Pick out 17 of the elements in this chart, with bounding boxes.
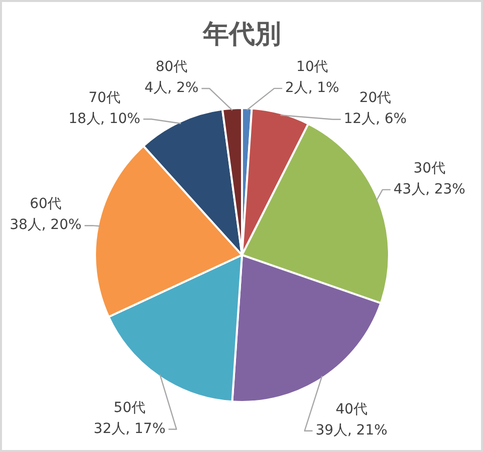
data-label: 43人, 23%	[394, 181, 466, 198]
data-label: 4人, 2%	[144, 80, 199, 96]
data-label: 39人, 21%	[316, 422, 388, 439]
data-label: 18人, 10%	[68, 110, 140, 127]
chart-title: 年代別	[202, 19, 281, 50]
slice-label: 50代	[114, 400, 146, 416]
slice-label: 30代	[414, 160, 446, 176]
slice-label: 40代	[336, 402, 368, 418]
slice-label: 60代	[30, 196, 62, 212]
data-label: 32人, 17%	[94, 420, 166, 437]
slice-label: 80代	[156, 59, 188, 76]
slice-label: 70代	[88, 90, 120, 106]
data-label: 2人, 1%	[285, 80, 340, 96]
data-label: 12人, 6%	[344, 111, 407, 128]
data-label: 38人, 20%	[10, 217, 82, 234]
slice-label: 20代	[359, 90, 392, 106]
slice-label: 10代	[296, 59, 328, 76]
